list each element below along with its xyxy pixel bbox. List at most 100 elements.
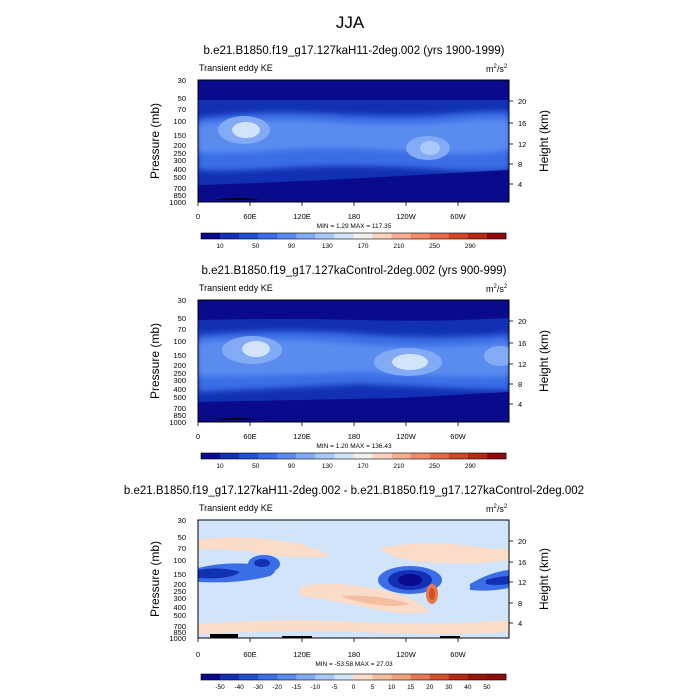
colorbar-label: 210 xyxy=(393,243,404,250)
page-title: JJA xyxy=(336,13,365,32)
y2-tick-label: 4 xyxy=(518,400,522,409)
panel-3-frame xyxy=(197,519,510,639)
y-tick-label: 250 xyxy=(173,369,186,378)
colorbar-box xyxy=(429,233,450,239)
colorbar-box xyxy=(201,453,221,459)
y2-tick-label: 20 xyxy=(518,537,526,546)
panel-1: b.e21.B1850.f19_g17.127kaH11-2deg.002 (y… xyxy=(148,45,551,250)
y-tick-label: 1000 xyxy=(169,634,186,643)
colorbar-frame xyxy=(200,452,507,460)
colorbar-box xyxy=(391,233,411,239)
colorbar-label: 210 xyxy=(393,463,404,470)
y-tick-label: 500 xyxy=(173,611,186,620)
colorbar-label: 290 xyxy=(465,463,476,470)
y-tick-label: 70 xyxy=(178,325,186,334)
colorbar-box xyxy=(448,674,469,680)
panel-2-ylabel: Pressure (mb) xyxy=(148,323,162,399)
panel-1-ylabel: Pressure (mb) xyxy=(148,103,162,179)
y2-tick-label: 16 xyxy=(518,558,526,567)
colorbar-box xyxy=(486,453,507,459)
colorbar-label: 0 xyxy=(352,684,356,691)
y-tick-label: 1000 xyxy=(169,418,186,427)
panel-1-y2label: Height (km) xyxy=(537,110,551,172)
colorbar-label: -40 xyxy=(234,684,244,691)
x-tick-label: 120W xyxy=(396,432,417,441)
x-tick-label: 180 xyxy=(348,432,361,441)
colorbar-box xyxy=(315,453,335,459)
colorbar-box xyxy=(334,453,354,459)
y-tick-label: 150 xyxy=(173,351,186,360)
colorbar-box xyxy=(315,674,335,680)
panel-3-ylabel: Pressure (mb) xyxy=(148,541,162,617)
colorbar-label: 290 xyxy=(465,243,476,250)
panel-2-units: m2/s2 xyxy=(486,284,508,294)
panel-2: b.e21.B1850.f19_g17.127kaControl-2deg.00… xyxy=(148,265,551,470)
colorbar-frame xyxy=(200,673,507,681)
y-tick-label: 300 xyxy=(173,376,186,385)
colorbar-box xyxy=(220,453,240,459)
panel-1-colorbar: 10 50 90 130 170 210 250 290 xyxy=(200,232,507,250)
panel-2-y2-ticks: 20 16 12 8 4 xyxy=(518,317,526,409)
y2-tick-label: 8 xyxy=(518,380,522,389)
colorbar-label: -5 xyxy=(332,684,338,691)
y-tick-label: 400 xyxy=(173,165,186,174)
colorbar-box xyxy=(391,453,411,459)
x-tick-label: 120E xyxy=(293,650,311,659)
colorbar-label: 50 xyxy=(483,684,491,691)
panel-2-y2label: Height (km) xyxy=(537,330,551,392)
y-tick-label: 150 xyxy=(173,570,186,579)
panel-3-subtitle: Transient eddy KE xyxy=(199,503,273,513)
y-tick-label: 30 xyxy=(178,76,186,85)
panel-2-x-ticks: 0 60E 120E 180 120W 60W xyxy=(196,432,467,441)
colorbar-box xyxy=(467,674,488,680)
x-tick-label: 60W xyxy=(450,212,466,221)
y2-tick-label: 12 xyxy=(518,360,526,369)
x-tick-label: 120W xyxy=(396,212,417,221)
colorbar-box xyxy=(220,233,240,239)
colorbar-label: 170 xyxy=(358,463,369,470)
colorbar-box xyxy=(334,674,354,680)
y-tick-label: 850 xyxy=(173,411,186,420)
colorbar-box xyxy=(296,674,316,680)
y-tick-label: 1000 xyxy=(169,198,186,207)
colorbar-box xyxy=(410,233,431,239)
colorbar-label: 20 xyxy=(426,684,434,691)
panel-2-title: b.e21.B1850.f19_g17.127kaControl-2deg.00… xyxy=(202,265,507,277)
colorbar-box xyxy=(239,233,259,239)
panel-2-y-ticks: 30 50 70 100 150 200 250 300 400 500 700… xyxy=(169,296,186,427)
panel-1-units: m2/s2 xyxy=(486,64,508,74)
y-tick-label: 50 xyxy=(178,533,186,542)
x-tick-label: 120E xyxy=(293,432,311,441)
panel-1-stats: MIN = 1.29 MAX = 117.35 xyxy=(317,223,392,230)
x-tick-label: 0 xyxy=(196,432,200,441)
y2-tick-label: 8 xyxy=(518,599,522,608)
colorbar-box xyxy=(429,453,450,459)
colorbar-box xyxy=(353,233,373,239)
panel-2-tickmarks xyxy=(197,320,513,426)
panel-3-units: m2/s2 xyxy=(486,504,508,514)
colorbar-label: -50 xyxy=(215,684,225,691)
y-tick-label: 300 xyxy=(173,594,186,603)
y2-tick-label: 20 xyxy=(518,97,526,106)
colorbar-box xyxy=(334,233,354,239)
colorbar-box xyxy=(258,233,278,239)
y-tick-label: 500 xyxy=(173,173,186,182)
colorbar-label: 250 xyxy=(429,243,440,250)
colorbar-label: 250 xyxy=(429,463,440,470)
colorbar-box xyxy=(372,674,392,680)
colorbar-box xyxy=(296,453,316,459)
panel-3-tickmarks xyxy=(197,540,513,642)
colorbar-box xyxy=(277,233,297,239)
panel-3: b.e21.B1850.f19_g17.127kaH11-2deg.002 - … xyxy=(124,485,584,691)
y2-tick-label: 16 xyxy=(518,339,526,348)
x-tick-label: 60E xyxy=(243,650,256,659)
panel-1-y2-ticks: 20 16 12 8 4 xyxy=(518,97,526,189)
colorbar-label: 50 xyxy=(252,463,260,470)
x-tick-label: 60W xyxy=(450,432,466,441)
y2-tick-label: 12 xyxy=(518,578,526,587)
x-tick-label: 120E xyxy=(293,212,311,221)
panel-3-y2-ticks: 20 16 12 8 4 xyxy=(518,537,526,628)
x-tick-label: 60E xyxy=(243,432,256,441)
colorbar-box xyxy=(258,674,278,680)
colorbar-box xyxy=(239,674,259,680)
